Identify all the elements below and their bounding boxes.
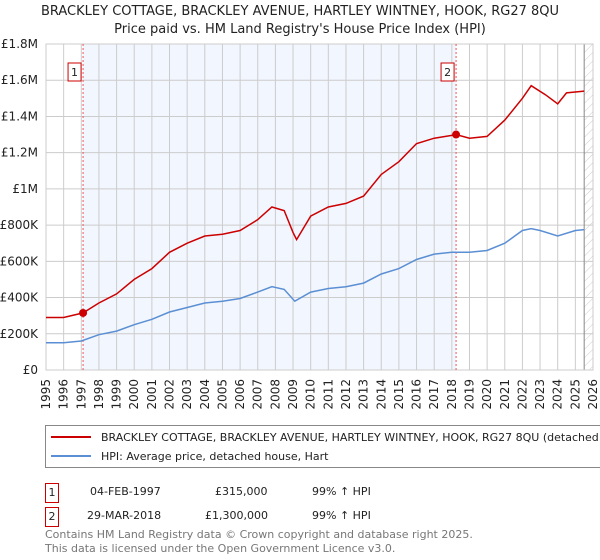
x-tick-label: 2020 (480, 379, 494, 410)
x-tick-label: 1998 (92, 379, 106, 410)
transaction-date: 04-FEB-1997 (90, 485, 161, 498)
x-tick-label: 2019 (462, 379, 476, 410)
transaction-hpi: 99% ↑ HPI (312, 485, 371, 498)
x-tick-label: 2011 (321, 379, 335, 410)
sale-point (452, 130, 461, 139)
x-tick-label: 2002 (163, 379, 177, 410)
footer: Contains HM Land Registry data © Crown c… (45, 528, 473, 556)
legend-property: BRACKLEY COTTAGE, BRACKLEY AVENUE, HARTL… (101, 430, 600, 444)
x-tick-label: 2003 (180, 379, 194, 410)
legend: BRACKLEY COTTAGE, BRACKLEY AVENUE, HARTL… (45, 425, 600, 468)
x-tick-label: 2025 (568, 379, 582, 410)
transaction-row: 1 04-FEB-1997 £315,000 99% ↑ HPI (45, 483, 465, 503)
x-tick-label: 2017 (427, 379, 441, 410)
x-tick-label: 2021 (498, 379, 512, 410)
footer-line-2: This data is licensed under the Open Gov… (45, 542, 396, 555)
x-tick-label: 2006 (233, 379, 247, 410)
x-tick-label: 1997 (74, 379, 88, 410)
transaction-date: 29-MAR-2018 (87, 509, 162, 522)
x-tick-label: 2004 (198, 379, 212, 410)
sale-label-box (67, 62, 82, 82)
transaction-price: £1,300,000 (205, 509, 268, 522)
x-tick-label: 2010 (304, 379, 318, 410)
hpi-line (46, 227, 585, 344)
property-price-line (46, 84, 585, 319)
transaction-hpi: 99% ↑ HPI (312, 509, 371, 522)
x-tick-label: 2014 (374, 379, 388, 410)
shaded-ownership-period (83, 44, 457, 370)
chart-subtitle: Price paid vs. HM Land Registry's House … (114, 22, 486, 37)
sale-point (79, 308, 88, 317)
x-tick-label: 2001 (145, 379, 159, 410)
transaction-row: 2 29-MAR-2018 £1,300,000 99% ↑ HPI (45, 507, 465, 527)
transaction-marker: 1 (45, 483, 59, 503)
y-tick-label: £200K (0, 327, 39, 341)
x-tick-label: 2005 (215, 379, 229, 410)
hatched-region (584, 44, 593, 370)
y-tick-label: £1.4M (1, 109, 38, 123)
x-tick-label: 2023 (533, 379, 547, 410)
y-tick-label: £1.6M (1, 73, 38, 87)
footer-line-1: Contains HM Land Registry data © Crown c… (45, 528, 473, 541)
x-tick-label: 2026 (586, 379, 600, 410)
y-tick-label: £1M (12, 182, 38, 196)
legend-hpi: HPI: Average price, detached house, Hart (101, 449, 329, 463)
transaction-price: £315,000 (215, 485, 268, 498)
x-tick-label: 2015 (392, 379, 406, 410)
x-tick-label: 2000 (127, 379, 141, 410)
y-tick-label: £400K (0, 291, 39, 305)
y-tick-label: £800K (0, 218, 39, 232)
x-tick-label: 2022 (515, 379, 529, 410)
sale-label: 1 (71, 66, 78, 79)
y-tick-label: £1.2M (1, 146, 38, 160)
plot-border (45, 43, 594, 371)
legend-swatch-property (51, 436, 91, 438)
x-tick-label: 2013 (357, 379, 371, 410)
transaction-marker: 2 (45, 507, 59, 527)
x-tick-label: 2009 (286, 379, 300, 410)
y-tick-label: £600K (0, 254, 39, 268)
x-tick-label: 2012 (339, 379, 353, 410)
x-tick-label: 2024 (551, 379, 565, 410)
chart-title: BRACKLEY COTTAGE, BRACKLEY AVENUE, HARTL… (40, 4, 560, 19)
legend-swatch-hpi (51, 455, 91, 457)
x-tick-label: 2018 (445, 379, 459, 410)
price-chart: 1995 1996 1997 1998 1999 2000 2001 2002 2003 2004… (0, 37, 600, 410)
sale-label: 2 (444, 66, 451, 79)
x-tick-label: 1999 (110, 379, 124, 410)
x-tick-label: 1995 (39, 379, 53, 410)
x-tick-label: 2007 (251, 379, 265, 410)
sale-label-box (440, 62, 455, 82)
x-tick-label: 2008 (268, 379, 282, 410)
x-tick-label: 2016 (410, 379, 424, 410)
y-tick-label: £1.8M (1, 37, 38, 51)
y-tick-label: £0 (23, 363, 38, 377)
x-tick-label: 1996 (57, 379, 71, 410)
